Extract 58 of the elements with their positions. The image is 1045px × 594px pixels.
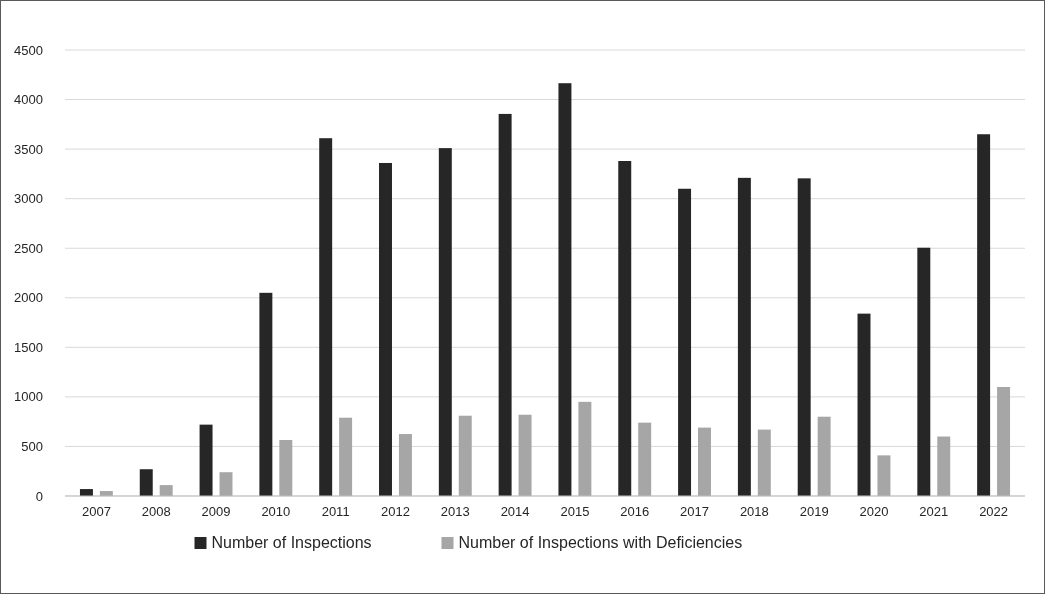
bar <box>678 188 692 496</box>
bar <box>339 417 353 496</box>
x-tick-label: 2012 <box>381 504 410 519</box>
x-tick-label: 2020 <box>859 504 889 519</box>
x-tick-label: 2009 <box>201 504 231 519</box>
bar <box>398 434 412 496</box>
legend-label: Number of Inspections <box>211 534 372 551</box>
bar <box>199 424 213 496</box>
bar <box>638 422 652 496</box>
x-tick-label: 2013 <box>440 504 470 519</box>
y-tick-label: 3000 <box>14 191 43 207</box>
x-tick-label: 2010 <box>261 504 291 519</box>
bar <box>279 440 293 496</box>
x-tick-label: 2021 <box>919 504 949 519</box>
bar <box>458 415 472 496</box>
y-tick-label: 1500 <box>14 339 43 355</box>
x-tick-label: 2019 <box>799 504 829 519</box>
bar <box>379 162 392 496</box>
bar <box>219 472 233 496</box>
bar <box>817 416 831 496</box>
bar <box>139 469 153 496</box>
bar <box>319 138 333 496</box>
bar <box>977 134 991 496</box>
bar <box>757 429 771 496</box>
bar <box>997 386 1011 496</box>
x-tick-label: 2008 <box>141 504 171 519</box>
y-tick-label: 0 <box>35 488 43 504</box>
bar <box>159 485 173 496</box>
bar <box>737 177 751 496</box>
y-tick-label: 2500 <box>14 240 43 256</box>
bar <box>498 113 512 496</box>
bar <box>438 148 452 496</box>
x-tick-label: 2018 <box>739 504 769 519</box>
x-tick-label: 2017 <box>680 504 709 519</box>
bar <box>797 178 811 496</box>
bar <box>877 455 891 496</box>
x-tick-label: 2011 <box>321 504 350 519</box>
bar <box>917 247 931 496</box>
bar <box>259 292 273 496</box>
x-tick-label: 2007 <box>81 504 111 519</box>
y-tick-label: 3500 <box>14 141 43 157</box>
x-tick-label: 2015 <box>560 504 590 519</box>
y-tick-label: 1000 <box>14 389 43 405</box>
y-tick-label: 4500 <box>14 42 43 58</box>
bar <box>618 161 632 496</box>
bar <box>558 83 572 496</box>
x-tick-label: 2014 <box>500 504 530 519</box>
legend-label: Number of Inspections with Deficiencies <box>458 534 743 551</box>
bar <box>578 401 592 496</box>
bar <box>518 414 532 496</box>
y-tick-label: 2000 <box>14 290 43 306</box>
y-tick-label: 4000 <box>14 92 43 108</box>
bar <box>937 436 951 496</box>
x-tick-label: 2016 <box>620 504 650 519</box>
x-tick-label: 2022 <box>979 504 1009 519</box>
bar <box>698 427 711 496</box>
y-tick-label: 500 <box>21 438 43 454</box>
bar <box>857 313 871 496</box>
